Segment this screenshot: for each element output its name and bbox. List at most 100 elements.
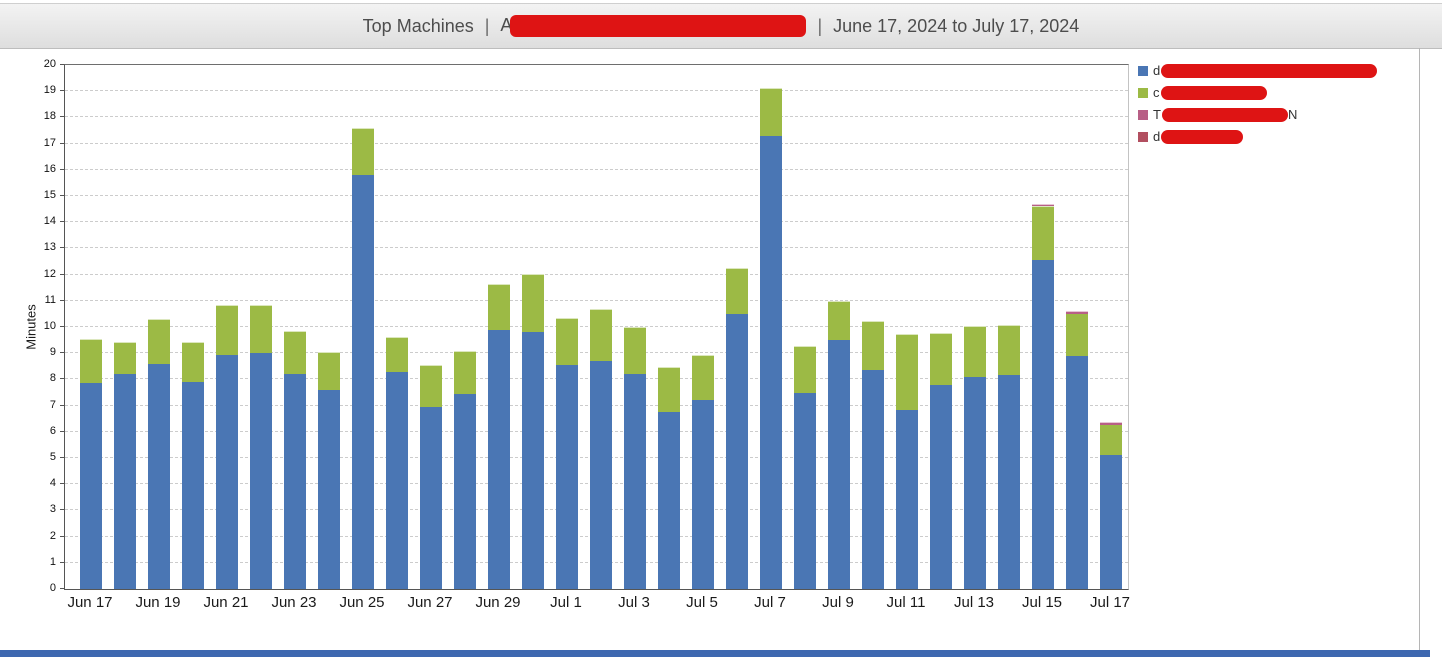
- bar-segment-series2[interactable]: [250, 305, 272, 354]
- y-tick-mark: [60, 64, 64, 65]
- bar-segment-series2[interactable]: [352, 128, 374, 176]
- y-tick-mark: [60, 142, 64, 144]
- bar-segment-series1[interactable]: [148, 363, 170, 589]
- bar-segment-series1[interactable]: [828, 340, 850, 589]
- bar-segment-series1[interactable]: [1066, 355, 1088, 589]
- bar-segment-series1[interactable]: [692, 400, 714, 589]
- bar-segment-series2[interactable]: [1032, 205, 1054, 261]
- bar-segment-series3[interactable]: [1066, 311, 1088, 314]
- bar-segment-series1[interactable]: [352, 175, 374, 589]
- legend-label-prefix: T: [1153, 107, 1161, 122]
- bar-segment-series2[interactable]: [862, 320, 884, 371]
- bar-segment-series2[interactable]: [998, 324, 1020, 376]
- bar-segment-series2[interactable]: [114, 341, 136, 375]
- y-tick-label: 19: [43, 84, 56, 97]
- y-tick-label: 0: [49, 582, 56, 594]
- bar-segment-series2[interactable]: [386, 336, 408, 372]
- header-separator: |: [817, 15, 823, 36]
- y-tick-label: 6: [49, 424, 56, 437]
- machine-name-visible-prefix: A: [500, 14, 513, 35]
- bar-segment-series1[interactable]: [80, 383, 102, 589]
- y-tick-label: 9: [49, 346, 56, 359]
- legend-item[interactable]: c: [1138, 82, 1377, 104]
- x-tick-label: Jun 27: [407, 594, 453, 611]
- bar-segment-series1[interactable]: [216, 354, 238, 589]
- redaction-overlay: [1161, 64, 1378, 78]
- bar-segment-series2[interactable]: [318, 352, 340, 390]
- bar-segment-series1[interactable]: [998, 375, 1020, 589]
- bar-segment-series1[interactable]: [930, 384, 952, 589]
- bar-segment-series2[interactable]: [828, 301, 850, 341]
- bar-segment-series2[interactable]: [488, 284, 510, 330]
- bar-segment-series2[interactable]: [522, 273, 544, 333]
- bar-segment-series1[interactable]: [964, 376, 986, 589]
- bar-segment-series2[interactable]: [726, 268, 748, 314]
- bar-segment-series2[interactable]: [148, 319, 170, 364]
- bar-segment-series1[interactable]: [386, 371, 408, 589]
- bar-segment-series2[interactable]: [964, 326, 986, 377]
- redaction-overlay: [1161, 108, 1288, 122]
- bar-segment-series1[interactable]: [420, 406, 442, 589]
- y-tick-mark: [60, 430, 64, 432]
- bar-segment-series1[interactable]: [658, 412, 680, 589]
- bar-segment-series1[interactable]: [896, 409, 918, 589]
- x-tick-label: Jul 11: [886, 594, 926, 611]
- gridline: [65, 299, 1128, 301]
- bar-segment-series1[interactable]: [182, 382, 204, 589]
- bar-segment-series3[interactable]: [1032, 203, 1054, 207]
- y-tick-label: 4: [49, 477, 56, 490]
- bar-segment-series2[interactable]: [692, 354, 714, 401]
- bar-segment-series2[interactable]: [658, 366, 680, 413]
- bar-segment-series1[interactable]: [624, 374, 646, 589]
- y-tick-label: 10: [43, 320, 56, 332]
- bar-segment-series3[interactable]: [1100, 422, 1122, 426]
- gridline: [65, 90, 1128, 92]
- bar-segment-series2[interactable]: [556, 318, 578, 365]
- bar-segment-series2[interactable]: [454, 350, 476, 394]
- bar-segment-series1[interactable]: [590, 361, 612, 589]
- bar-segment-series2[interactable]: [182, 341, 204, 383]
- bar-segment-series1[interactable]: [488, 329, 510, 589]
- bar-segment-series2[interactable]: [216, 305, 238, 355]
- y-tick-label: 1: [49, 555, 56, 568]
- bar-segment-series1[interactable]: [794, 392, 816, 589]
- x-tick-label: Jun 19: [135, 594, 181, 611]
- bar-segment-series1[interactable]: [284, 374, 306, 589]
- legend-swatch-icon: [1138, 88, 1148, 98]
- bar-segment-series2[interactable]: [896, 333, 918, 410]
- redaction-overlay: [1161, 130, 1244, 144]
- legend-item[interactable]: d: [1138, 126, 1377, 148]
- bar-segment-series1[interactable]: [250, 353, 272, 589]
- gridline: [65, 195, 1128, 196]
- bar-segment-series1[interactable]: [760, 135, 782, 589]
- x-tick-label: Jul 1: [550, 594, 582, 611]
- bar-segment-series2[interactable]: [1100, 424, 1122, 456]
- bar-segment-series1[interactable]: [556, 365, 578, 589]
- bar-segment-series1[interactable]: [862, 370, 884, 589]
- bar-segment-series1[interactable]: [114, 374, 136, 589]
- bar-segment-series2[interactable]: [624, 327, 646, 375]
- bar-segment-series2[interactable]: [930, 332, 952, 385]
- bar-segment-series2[interactable]: [420, 365, 442, 407]
- date-range: June 17, 2024 to July 17, 2024: [833, 15, 1080, 36]
- bar-segment-series2[interactable]: [794, 345, 816, 393]
- x-tick-label: Jun 29: [475, 594, 521, 611]
- bar-segment-series1[interactable]: [1032, 260, 1054, 589]
- bar-segment-series2[interactable]: [1066, 312, 1088, 356]
- bar-segment-series1[interactable]: [1100, 455, 1122, 589]
- x-tick-label: Jul 5: [686, 594, 718, 611]
- bar-segment-series1[interactable]: [522, 332, 544, 589]
- report-header: Top Machines | A | June 17, 2024 to July…: [0, 3, 1442, 49]
- bar-segment-series2[interactable]: [80, 339, 102, 384]
- legend-item[interactable]: d: [1138, 60, 1378, 82]
- bar-segment-series1[interactable]: [454, 393, 476, 589]
- y-tick-mark: [60, 509, 64, 511]
- plot-area: [64, 64, 1129, 590]
- y-tick-label: 15: [43, 189, 56, 201]
- bar-segment-series2[interactable]: [760, 87, 782, 136]
- bar-segment-series2[interactable]: [284, 331, 306, 375]
- bar-segment-series1[interactable]: [726, 313, 748, 589]
- bar-segment-series2[interactable]: [590, 308, 612, 362]
- bar-segment-series1[interactable]: [318, 389, 340, 589]
